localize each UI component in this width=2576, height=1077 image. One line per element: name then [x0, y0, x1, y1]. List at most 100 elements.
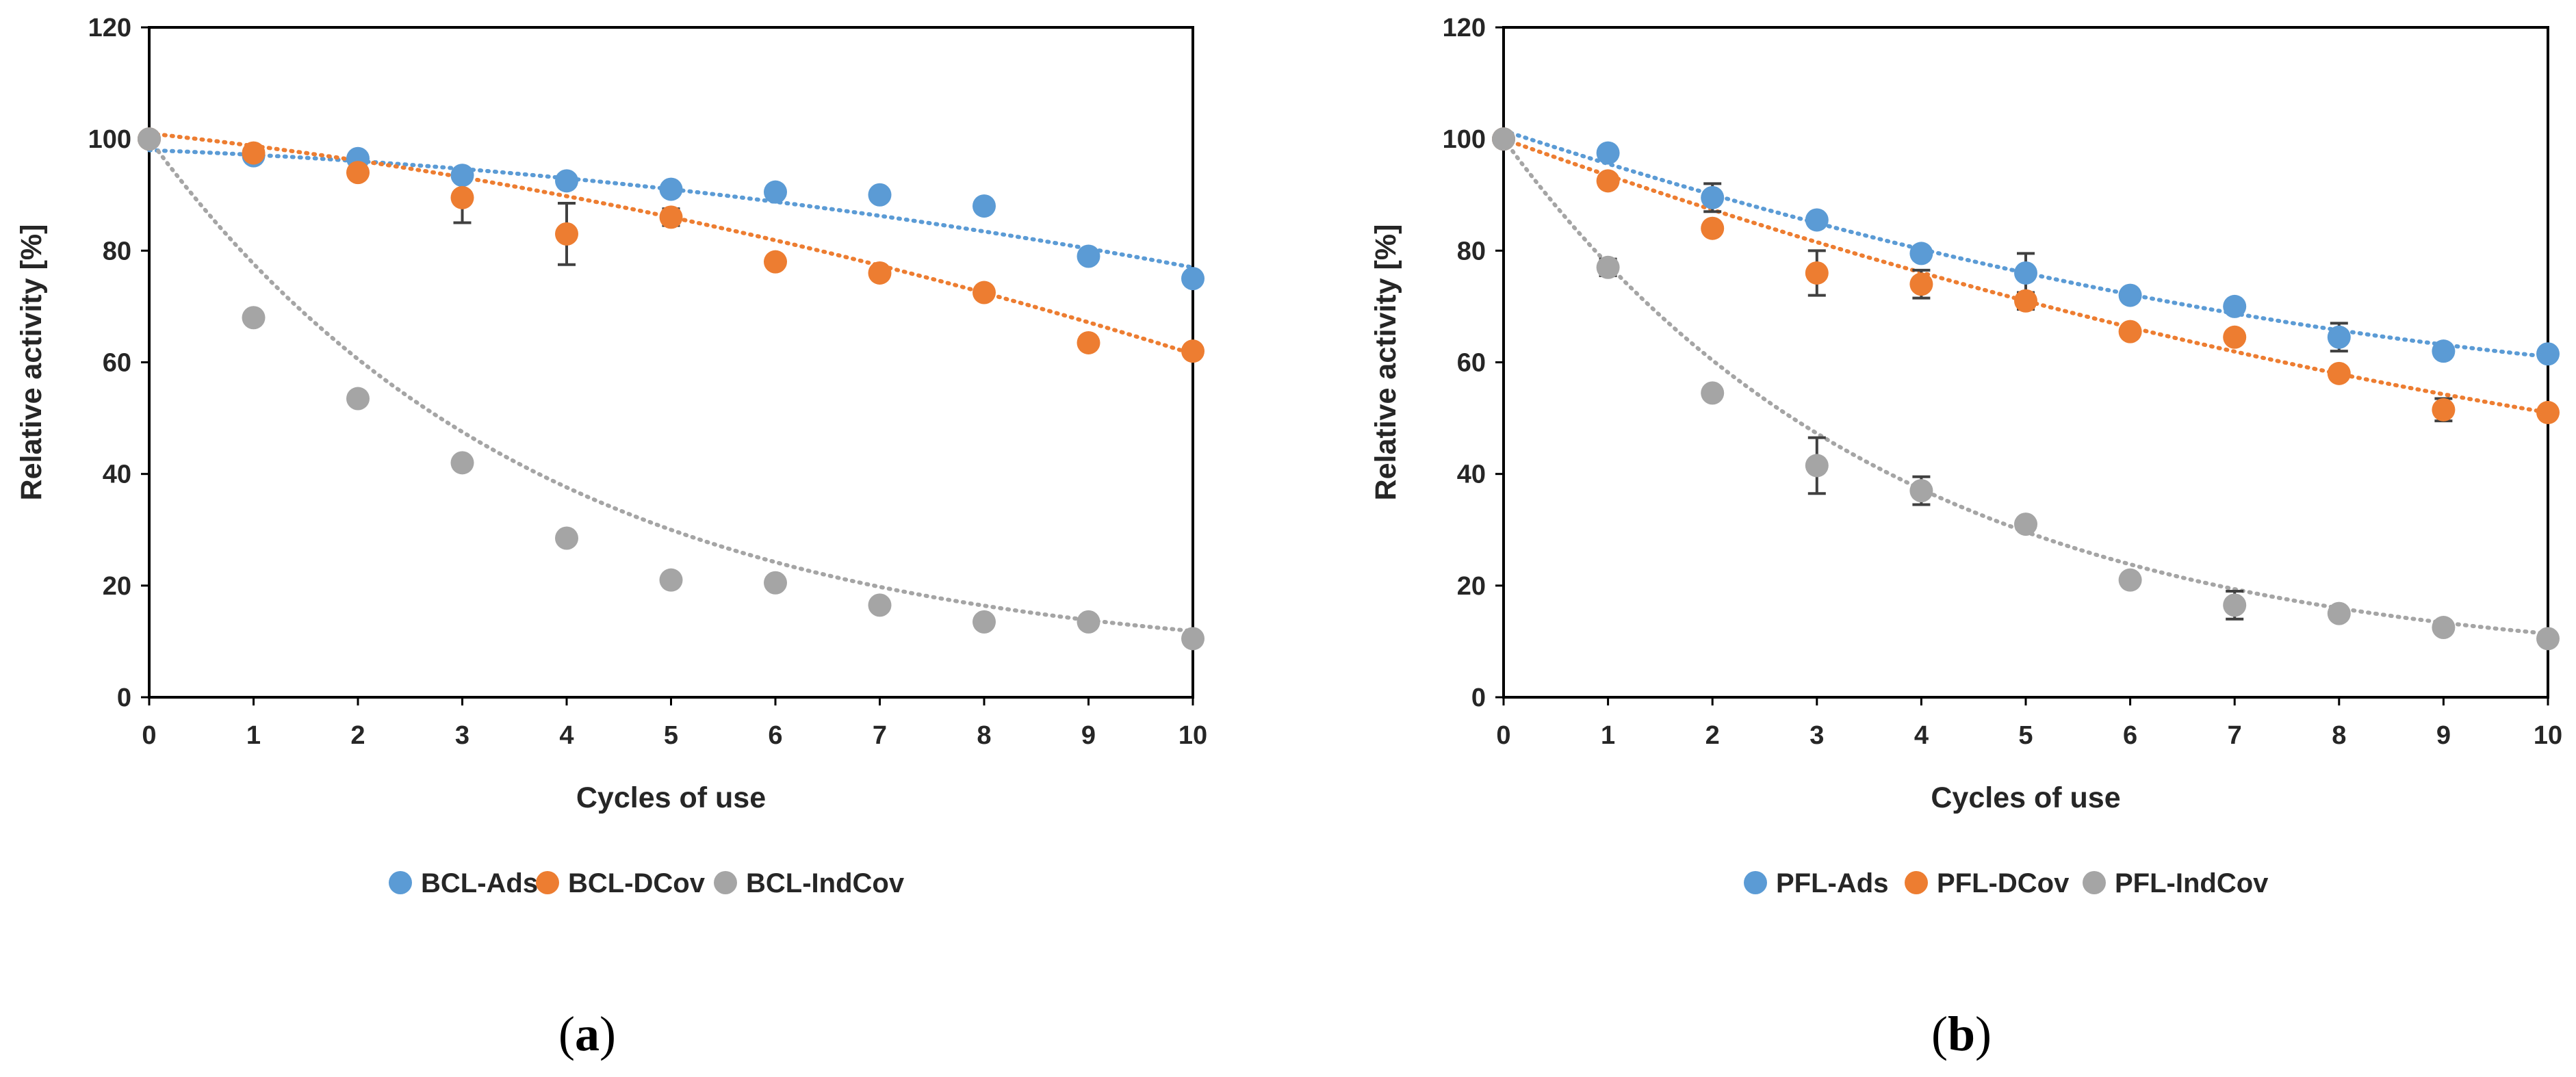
x-tick-label: 2 — [350, 721, 365, 750]
x-tick-label: 4 — [1914, 721, 1929, 750]
x-tick-label: 8 — [977, 721, 991, 750]
x-tick-label: 3 — [1809, 721, 1824, 750]
data-point-pfl-ads — [2118, 283, 2142, 307]
trendline-bcl-indcov — [147, 137, 1195, 634]
data-point-pfl-ads — [1909, 242, 1933, 265]
data-point-bcl-indcov — [450, 451, 474, 475]
panel-label-letter: a — [575, 1007, 600, 1061]
legend-label: PFL-IndCov — [2115, 868, 2269, 898]
data-point-bcl-dcov — [764, 250, 787, 274]
x-tick-label: 8 — [2332, 721, 2346, 750]
y-tick-label: 60 — [103, 349, 131, 378]
data-point-pfl-indcov — [1701, 381, 1725, 405]
legend-item-bcl-indcov: BCL-IndCov — [714, 868, 905, 898]
data-point-bcl-indcov — [764, 571, 787, 595]
y-tick-label: 60 — [1457, 349, 1486, 378]
data-point-pfl-ads — [2536, 342, 2560, 366]
y-tick-label: 40 — [103, 460, 131, 489]
legend-item-bcl-dcov: BCL-DCov — [536, 868, 706, 898]
x-tick-label: 4 — [559, 721, 574, 750]
legend-item-pfl-indcov: PFL-IndCov — [2083, 868, 2269, 898]
x-tick-label: 9 — [2436, 721, 2451, 750]
legend-item-bcl-ads: BCL-Ads — [389, 868, 538, 898]
data-point-bcl-dcov — [1077, 330, 1100, 354]
x-axis-title: Cycles of use — [1931, 781, 2120, 814]
data-point-bcl-dcov — [1181, 339, 1205, 363]
data-point-bcl-dcov — [973, 281, 996, 304]
data-point-bcl-dcov — [659, 205, 683, 229]
x-tick-label: 0 — [142, 721, 156, 750]
data-point-pfl-indcov — [1596, 255, 1620, 279]
y-tick-label: 120 — [88, 14, 131, 42]
data-point-pfl-indcov — [2432, 616, 2456, 640]
data-point-bcl-indcov — [346, 387, 370, 411]
chart-panel-a: 0 20 40 60 80 100 120 0 1 2 3 4 5 6 7 8 9 10 Cycles of use… — [15, 14, 1207, 1061]
data-point-bcl-indcov — [1077, 610, 1100, 634]
data-point-pfl-indcov — [1909, 479, 1933, 503]
y-tick-label: 20 — [1457, 572, 1486, 601]
legend-label: BCL-IndCov — [746, 868, 905, 898]
data-point-pfl-ads — [1596, 141, 1620, 165]
data-point-bcl-indcov — [242, 306, 266, 330]
chart-panel-b: 0 20 40 60 80 100 120 0 1 2 3 4 5 6 7 8 9 10 Cycles of use… — [1369, 14, 2562, 1061]
data-point-pfl-indcov — [2536, 627, 2560, 651]
data-point-bcl-ads — [659, 177, 683, 201]
data-point-pfl-dcov — [1805, 261, 1829, 285]
data-point-bcl-indcov — [1181, 627, 1205, 651]
x-tick-label: 5 — [2018, 721, 2033, 750]
y-tick-label: 40 — [1457, 460, 1486, 489]
legend-marker — [536, 871, 559, 894]
trendline-bcl-dcov — [147, 131, 1195, 356]
data-point-pfl-ads — [2223, 294, 2247, 318]
data-point-bcl-ads — [868, 183, 892, 207]
data-point-pfl-dcov — [1701, 216, 1725, 240]
y-tick-label: 0 — [1471, 684, 1486, 712]
data-point-pfl-ads — [2327, 325, 2351, 349]
legend-label: PFL-Ads — [1776, 868, 1888, 898]
x-tick-label: 10 — [2534, 721, 2562, 750]
data-point-bcl-dcov — [242, 141, 266, 165]
x-tick-label: 7 — [2228, 721, 2242, 750]
data-point-bcl-dcov — [868, 261, 892, 285]
x-tick-label: 6 — [2123, 721, 2137, 750]
legend-marker — [2083, 871, 2106, 894]
trendline-pfl-dcov — [1502, 137, 2550, 415]
data-point-bcl-ads — [555, 169, 578, 193]
data-point-bcl-dcov — [450, 185, 474, 209]
data-point-pfl-indcov — [2014, 512, 2037, 536]
y-tick-label: 100 — [1443, 125, 1486, 154]
panel-label-letter: b — [1948, 1007, 1975, 1061]
legend-item-pfl-ads: PFL-Ads — [1744, 868, 1888, 898]
y-tick-label: 100 — [88, 125, 131, 154]
x-tick-label: 1 — [246, 721, 261, 750]
data-point-pfl-ads — [2014, 261, 2037, 285]
data-point-pfl-dcov — [2014, 289, 2037, 313]
data-point-bcl-ads — [973, 194, 996, 218]
y-tick-label: 80 — [1457, 237, 1486, 265]
trendline-bcl-ads — [147, 148, 1195, 270]
data-point-pfl-dcov — [2223, 325, 2247, 349]
data-point-bcl-indcov — [973, 610, 996, 634]
legend-marker — [714, 871, 737, 894]
data-point-bcl-dcov — [346, 161, 370, 185]
x-tick-label: 2 — [1705, 721, 1720, 750]
y-tick-label: 80 — [103, 237, 131, 265]
y-axis-title: Relative activity [%] — [1369, 224, 1402, 501]
y-tick-label: 120 — [1443, 14, 1486, 42]
data-point-pfl-dcov — [2536, 400, 2560, 424]
data-point-pfl-dcov — [2118, 320, 2142, 343]
plot-area-frame — [1502, 26, 2549, 699]
data-point-bcl-dcov — [555, 222, 578, 246]
data-point-pfl-ads — [1701, 185, 1725, 209]
data-point-bcl-ads — [450, 164, 474, 187]
legend-marker — [1905, 871, 1928, 894]
data-point-pfl-ads — [2432, 339, 2456, 363]
trendline-pfl-indcov — [1502, 137, 2550, 636]
trendline-pfl-ads — [1502, 128, 2550, 359]
plot-area-frame — [148, 26, 1194, 699]
x-tick-label: 1 — [1601, 721, 1615, 750]
data-point-pfl-indcov — [2327, 601, 2351, 625]
data-point-pfl-dcov — [2327, 361, 2351, 385]
